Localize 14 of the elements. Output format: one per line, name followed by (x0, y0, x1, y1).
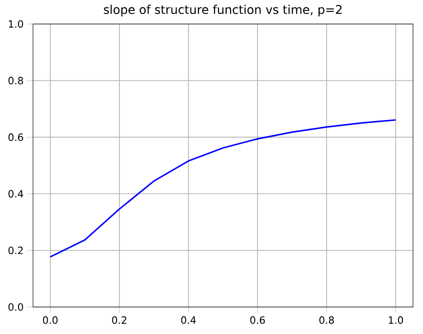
y-tick-label: 0.2 (8, 246, 23, 254)
chart-title: slope of structure function vs time, p=2 (104, 4, 342, 16)
x-tick-label: 0.4 (181, 316, 196, 324)
x-tick-label: 0.2 (112, 316, 126, 324)
x-tick-label: 0.6 (250, 316, 265, 324)
x-tick-label: 0.8 (319, 316, 334, 324)
y-tick-label: 0.6 (8, 133, 24, 141)
y-tick-label: 0.0 (8, 303, 24, 311)
x-tick-label: 0.0 (43, 316, 58, 324)
x-tick-label: 1.0 (388, 316, 404, 324)
line-series (50, 119, 396, 258)
y-tick-label: 0.8 (8, 76, 24, 84)
y-tick-label: 1.0 (8, 20, 24, 28)
y-tick-label: 0.4 (8, 190, 24, 198)
